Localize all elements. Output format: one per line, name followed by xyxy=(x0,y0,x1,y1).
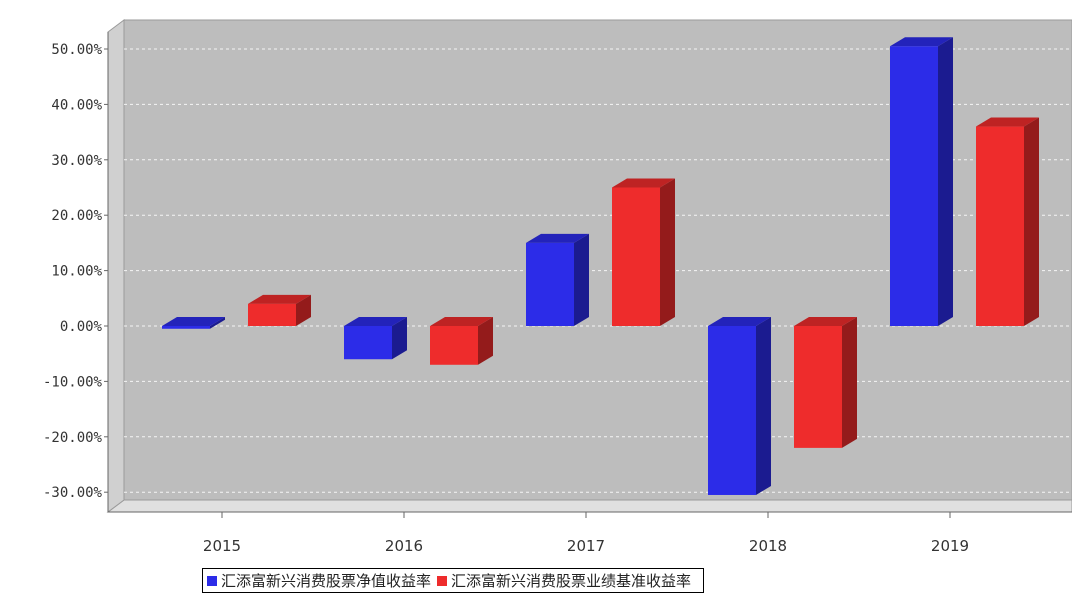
bars xyxy=(162,37,1039,495)
y-tick-label: 30.00% xyxy=(51,153,102,169)
bar-top xyxy=(612,178,675,188)
bar-side xyxy=(1024,117,1039,326)
bar-2016-nav-return xyxy=(344,317,407,360)
y-tick-label: 50.00% xyxy=(51,42,102,58)
bar-side xyxy=(478,317,493,365)
bar-top xyxy=(794,317,857,326)
x-tick-label: 2018 xyxy=(749,537,787,555)
x-tick-label: 2016 xyxy=(385,537,423,555)
bar-front xyxy=(162,326,210,329)
y-tick-label: -30.00% xyxy=(43,485,103,501)
y-tick-label: 20.00% xyxy=(51,208,102,224)
bar-side xyxy=(392,317,407,360)
bar-side xyxy=(210,317,225,329)
bar-front xyxy=(612,187,660,326)
bar-front xyxy=(794,326,842,448)
bar-front xyxy=(248,303,296,326)
bar-side xyxy=(574,233,589,326)
plot-floor xyxy=(106,499,1072,513)
y-tick-label: -20.00% xyxy=(43,430,103,446)
bar-top xyxy=(526,233,589,243)
legend-label: 汇添富新兴消费股票净值收益率 xyxy=(221,572,432,590)
x-tick-label: 2017 xyxy=(567,537,605,555)
bar-2019-benchmark-return xyxy=(976,117,1039,326)
bar-top xyxy=(248,294,311,304)
x-tick-label: 2015 xyxy=(203,537,241,555)
bar-front xyxy=(526,242,574,326)
y-tick-label: -10.00% xyxy=(43,374,103,390)
bar-top xyxy=(976,117,1039,127)
bar-side xyxy=(756,317,771,495)
bar-top xyxy=(430,317,493,326)
bar-side xyxy=(938,37,953,326)
bar-2016-benchmark-return xyxy=(430,317,493,365)
bar-side xyxy=(660,178,675,326)
bar-2017-benchmark-return xyxy=(612,178,675,326)
bar-2015-nav-return xyxy=(162,317,225,329)
y-tick-label: 40.00% xyxy=(51,97,102,113)
bar-front xyxy=(430,326,478,365)
bar-2017-nav-return xyxy=(526,233,589,326)
bar-side xyxy=(296,294,311,326)
legend-label: 汇添富新兴消费股票业绩基准收益率 xyxy=(451,572,692,590)
bar-top xyxy=(708,317,771,326)
x-tick-label: 2019 xyxy=(931,537,969,555)
x-axis: 2015 2016 2017 2018 2019 xyxy=(108,511,1072,555)
legend-swatch-red xyxy=(437,575,448,586)
bar-top xyxy=(162,317,225,326)
bar-front xyxy=(890,46,938,326)
bar-front xyxy=(708,326,756,495)
bar-2018-nav-return xyxy=(708,317,771,495)
y-tick-label: 0.00% xyxy=(60,319,103,335)
legend: 汇添富新兴消费股票净值收益率 汇添富新兴消费股票业绩基准收益率 xyxy=(202,568,705,593)
bar-2018-benchmark-return xyxy=(794,317,857,448)
bar-front xyxy=(344,326,392,360)
legend-item-benchmark-return: 汇添富新兴消费股票业绩基准收益率 xyxy=(437,570,691,591)
legend-item-nav-return: 汇添富新兴消费股票净值收益率 xyxy=(207,570,431,591)
plot-left-wall xyxy=(107,19,125,513)
bar-2015-benchmark-return xyxy=(248,294,311,326)
bar-chart: 50.00% 40.00% 30.00% 20.00% 10.00% 0.00% -10.0… xyxy=(43,19,1072,555)
bar-side xyxy=(842,317,857,448)
y-axis: 50.00% 40.00% 30.00% 20.00% 10.00% 0.00% -10.0… xyxy=(43,32,109,512)
bar-2019-nav-return xyxy=(890,37,953,326)
bar-top xyxy=(890,37,953,47)
legend-swatch-blue xyxy=(207,575,217,586)
bar-front xyxy=(976,126,1024,326)
bar-top xyxy=(344,317,407,326)
y-tick-label: 10.00% xyxy=(51,264,102,280)
